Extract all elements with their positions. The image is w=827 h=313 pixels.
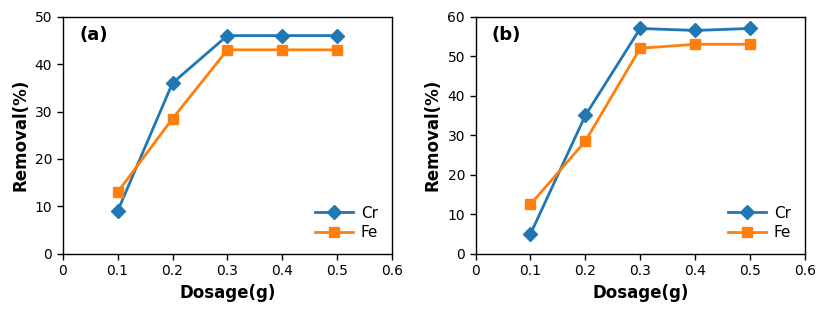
Fe: [691, 43, 700, 46]
Fe: [168, 117, 178, 121]
Line: Fe: Fe: [112, 45, 342, 197]
Fe: [222, 48, 232, 52]
Cr: [525, 232, 535, 236]
Fe: [277, 48, 287, 52]
Cr: [277, 34, 287, 38]
Y-axis label: Removal(%): Removal(%): [11, 79, 29, 191]
Fe: [581, 139, 590, 143]
Cr: [332, 34, 342, 38]
Cr: [581, 114, 590, 117]
Line: Fe: Fe: [525, 39, 755, 209]
Legend: Cr, Fe: Cr, Fe: [722, 199, 797, 246]
Text: (a): (a): [79, 26, 108, 44]
Cr: [635, 27, 645, 30]
Cr: [691, 28, 700, 32]
Line: Cr: Cr: [112, 31, 342, 216]
Cr: [745, 27, 755, 30]
Fe: [112, 190, 122, 194]
Legend: Cr, Fe: Cr, Fe: [309, 199, 385, 246]
Fe: [525, 203, 535, 206]
Cr: [112, 209, 122, 213]
Text: (b): (b): [492, 26, 521, 44]
Cr: [222, 34, 232, 38]
X-axis label: Dosage(g): Dosage(g): [179, 284, 275, 302]
Fe: [635, 46, 645, 50]
Y-axis label: Removal(%): Removal(%): [424, 79, 442, 191]
X-axis label: Dosage(g): Dosage(g): [592, 284, 688, 302]
Cr: [168, 81, 178, 85]
Fe: [745, 43, 755, 46]
Line: Cr: Cr: [525, 23, 755, 239]
Fe: [332, 48, 342, 52]
